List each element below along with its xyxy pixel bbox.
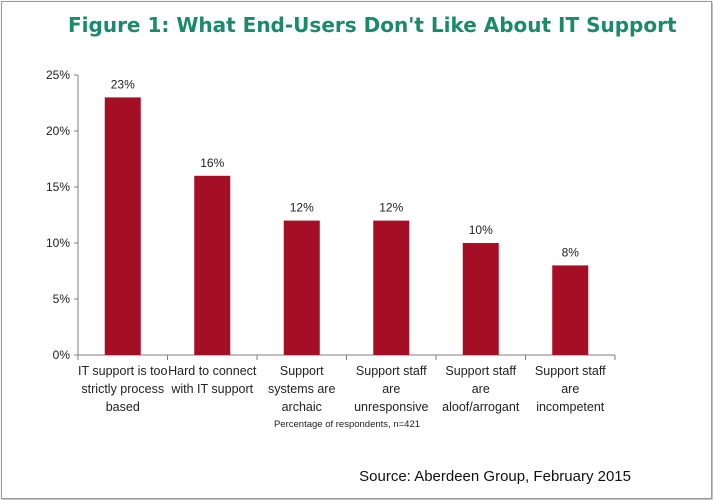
bar: [194, 175, 231, 355]
category-label: Support staff are incompetent: [535, 364, 606, 414]
bar: [373, 220, 410, 355]
category-label: Support staff are aloof/arrogant: [442, 364, 520, 414]
category-labels: IT support is too strictly process basedHa…: [78, 364, 606, 414]
data-labels: 23% 16% 12% 12% 10% 8%: [111, 77, 580, 259]
data-label: 8%: [562, 245, 580, 259]
y-tick-label: 15%: [46, 180, 70, 194]
y-tick-label: 25%: [46, 68, 70, 82]
x-axis-label: Percentage of respondents, n=421: [274, 419, 420, 430]
category-label: Hard to connect with IT support: [168, 364, 257, 396]
category-label: IT support is too strictly process based: [78, 364, 167, 414]
source-note: Source: Aberdeen Group, February 2015: [359, 468, 631, 485]
category-label: Support systems are archaic: [268, 364, 335, 414]
bar: [462, 243, 499, 355]
data-label: 16%: [200, 156, 224, 170]
data-label: 10%: [469, 223, 493, 237]
data-label: 12%: [379, 201, 403, 215]
chart-title: Figure 1: What End-Users Don't Like Abou…: [68, 13, 677, 37]
y-tick-label: 5%: [53, 292, 71, 306]
category-label: Support staff are unresponsive: [354, 364, 428, 414]
bars: [104, 97, 589, 356]
y-tick-label: 10%: [46, 236, 70, 250]
y-axis: 0% 5% 10% 15% 20% 25%: [46, 68, 616, 362]
bar: [104, 97, 141, 356]
data-label: 12%: [290, 201, 314, 215]
data-label: 23%: [111, 77, 135, 91]
bar: [283, 220, 320, 355]
y-tick-label: 20%: [46, 124, 70, 138]
bar: [552, 265, 589, 355]
y-tick-label: 0%: [53, 348, 71, 362]
